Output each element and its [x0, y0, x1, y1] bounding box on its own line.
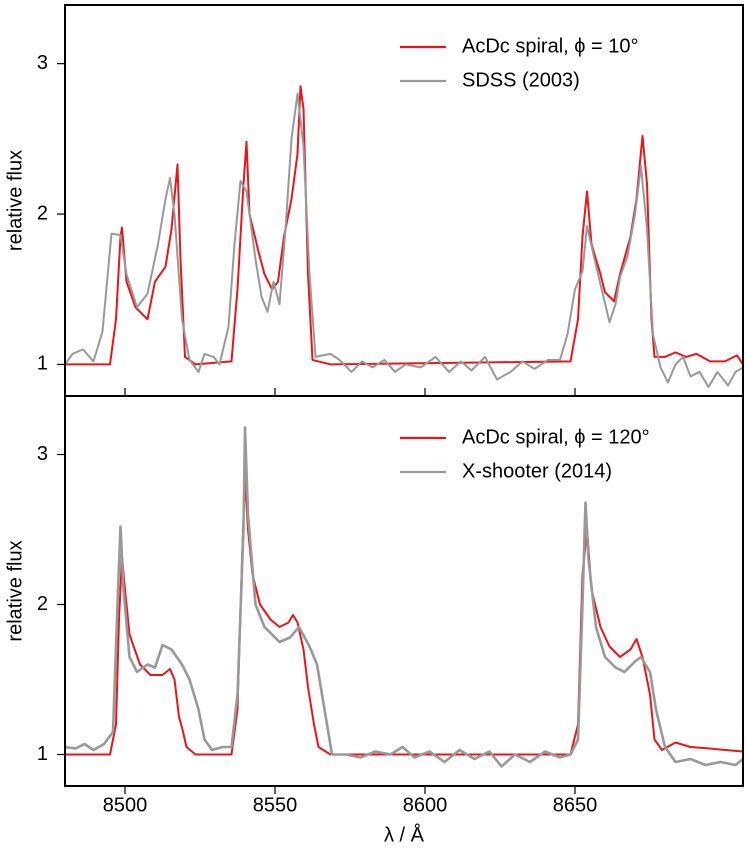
x-tick-label: 8550 [253, 794, 298, 816]
y-axis-label: relative flux [4, 540, 26, 641]
y-tick-label: 1 [37, 743, 48, 765]
x-tick-label: 8650 [553, 794, 598, 816]
plot-frame [64, 4, 744, 397]
data-line [65, 92, 743, 388]
y-axis-label: relative flux [4, 150, 26, 251]
y-tick-label: 2 [37, 593, 48, 615]
legend-label: X-shooter (2014) [462, 460, 612, 482]
plot-frame [64, 395, 744, 787]
y-tick-label: 3 [37, 443, 48, 465]
x-tick-label: 8500 [103, 794, 148, 816]
y-tick-label: 3 [37, 52, 48, 74]
x-axis-label: λ / Å [384, 823, 425, 846]
x-tick-label: 8600 [403, 794, 448, 816]
legend-label: SDSS (2003) [462, 69, 580, 91]
legend-label: AcDc spiral, ϕ = 120° [462, 426, 650, 448]
data-line [65, 476, 743, 756]
legend-label: AcDc spiral, ϕ = 10° [462, 35, 638, 57]
data-line [65, 426, 743, 768]
y-tick-label: 1 [37, 353, 48, 375]
data-line [65, 85, 743, 366]
y-tick-label: 2 [37, 202, 48, 224]
